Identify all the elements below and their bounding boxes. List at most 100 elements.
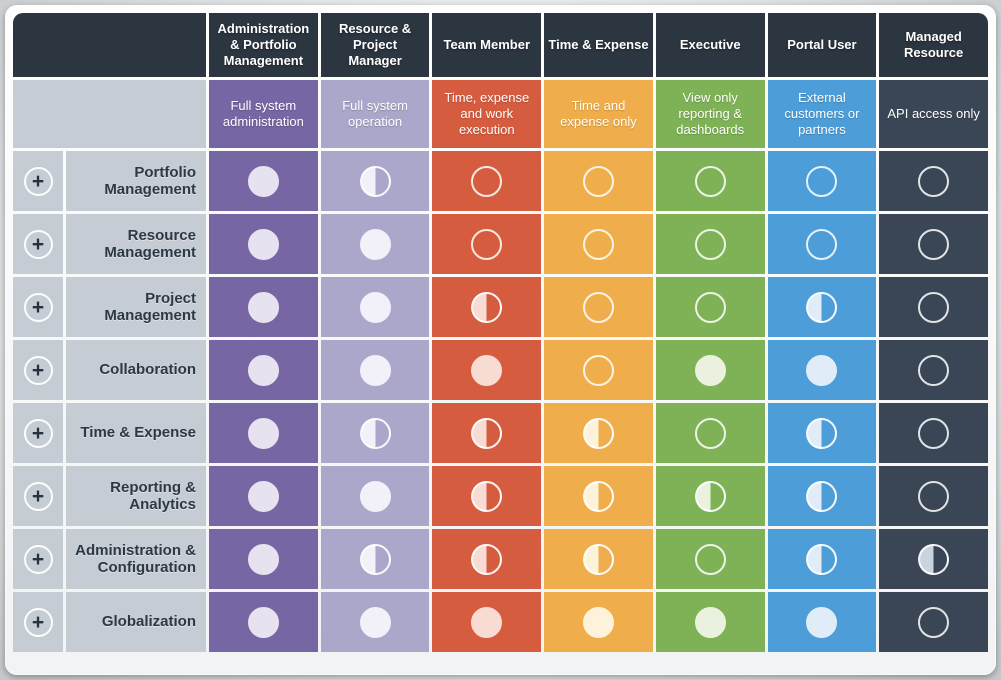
expand-row-button[interactable]: + xyxy=(23,544,53,574)
matrix-cell-admin-portfolio xyxy=(209,340,318,400)
column-header-portal-user: Portal User xyxy=(767,13,877,77)
row-label: Administration & Configuration xyxy=(66,529,206,589)
roles-feature-matrix: Administration & Portfolio Management Re… xyxy=(13,13,988,652)
column-header-label: Resource & Project Manager xyxy=(338,20,412,69)
column-header-label: Managed Resource xyxy=(904,28,964,60)
support-half-circle-icon xyxy=(471,543,503,575)
support-none-circle-icon xyxy=(694,543,726,575)
matrix-cell-portal-user xyxy=(767,277,877,337)
support-half-circle-icon xyxy=(918,543,950,575)
expand-row-cell: + xyxy=(13,592,63,652)
expand-row-button[interactable]: + xyxy=(23,481,53,511)
matrix-cell-time-expense xyxy=(544,466,653,526)
support-none-circle-icon xyxy=(806,228,838,260)
row-label: Portfolio Management xyxy=(66,151,206,211)
matrix-cell-admin-portfolio xyxy=(209,403,318,463)
matrix-cell-managed-resource xyxy=(879,592,988,652)
matrix-cell-time-expense xyxy=(544,403,653,463)
matrix-card: Administration & Portfolio Management Re… xyxy=(5,5,996,675)
support-none-circle-icon xyxy=(582,165,614,197)
expand-row-button[interactable]: + xyxy=(23,418,53,448)
support-full-circle-icon xyxy=(247,480,279,512)
support-full-circle-icon xyxy=(582,606,614,638)
matrix-cell-time-expense xyxy=(544,214,653,274)
matrix-cell-portal-user xyxy=(767,340,877,400)
row-label: Globalization xyxy=(66,592,206,652)
expand-row-button[interactable]: + xyxy=(23,166,53,196)
support-full-circle-icon xyxy=(806,354,838,386)
column-description-admin-portfolio: Full system administration xyxy=(209,80,318,148)
matrix-cell-team-member xyxy=(432,277,542,337)
matrix-cell-team-member xyxy=(432,151,542,211)
support-half-circle-icon xyxy=(806,543,838,575)
column-description-executive: View only reporting & dashboards xyxy=(655,80,765,148)
expand-row-cell: + xyxy=(13,466,63,526)
matrix-cell-executive xyxy=(655,529,765,589)
support-none-circle-icon xyxy=(918,228,950,260)
support-half-circle-icon xyxy=(582,543,614,575)
support-half-circle-icon xyxy=(694,480,726,512)
support-none-circle-icon xyxy=(918,354,950,386)
matrix-cell-team-member xyxy=(432,529,542,589)
expand-row-button[interactable]: + xyxy=(23,607,53,637)
matrix-cell-portal-user xyxy=(767,151,877,211)
matrix-cell-team-member xyxy=(432,214,542,274)
support-half-circle-icon xyxy=(359,543,391,575)
matrix-cell-time-expense xyxy=(544,529,653,589)
matrix-cell-admin-portfolio xyxy=(209,592,318,652)
support-full-circle-icon xyxy=(359,354,391,386)
column-header-time-expense: Time & Expense xyxy=(544,13,653,77)
column-header-label: Portal User xyxy=(787,36,857,52)
support-half-circle-icon xyxy=(471,291,503,323)
matrix-cell-managed-resource xyxy=(879,340,988,400)
matrix-cell-executive xyxy=(655,151,765,211)
matrix-cell-admin-portfolio xyxy=(209,529,318,589)
support-none-circle-icon xyxy=(918,291,950,323)
matrix-cell-portal-user xyxy=(767,529,877,589)
support-full-circle-icon xyxy=(359,480,391,512)
support-half-circle-icon xyxy=(582,480,614,512)
row-label: Time & Expense xyxy=(66,403,206,463)
expand-row-button[interactable]: + xyxy=(23,229,53,259)
matrix-cell-time-expense xyxy=(544,340,653,400)
matrix-cell-portal-user xyxy=(767,403,877,463)
support-full-circle-icon xyxy=(247,543,279,575)
matrix-cell-executive xyxy=(655,214,765,274)
matrix-cell-time-expense xyxy=(544,592,653,652)
matrix-cell-team-member xyxy=(432,592,542,652)
matrix-cell-resource-project xyxy=(320,277,430,337)
matrix-cell-resource-project xyxy=(320,403,430,463)
expand-row-button[interactable]: + xyxy=(23,355,53,385)
column-description-resource-project: Full system operation xyxy=(320,80,430,148)
matrix-cell-admin-portfolio xyxy=(209,466,318,526)
matrix-cell-time-expense xyxy=(544,277,653,337)
expand-row-button[interactable]: + xyxy=(23,292,53,322)
row-label: Project Management xyxy=(66,277,206,337)
row-label: Reporting & Analytics xyxy=(66,466,206,526)
matrix-cell-executive xyxy=(655,277,765,337)
matrix-cell-admin-portfolio xyxy=(209,151,318,211)
column-header-label: Team Member xyxy=(443,36,531,52)
column-header-label: Time & Expense xyxy=(548,36,649,52)
matrix-cell-admin-portfolio xyxy=(209,214,318,274)
support-full-circle-icon xyxy=(694,606,726,638)
corner-header-cell xyxy=(13,13,206,77)
support-full-circle-icon xyxy=(247,354,279,386)
support-half-circle-icon xyxy=(582,417,614,449)
support-full-circle-icon xyxy=(359,606,391,638)
matrix-cell-portal-user xyxy=(767,466,877,526)
matrix-cell-team-member xyxy=(432,466,542,526)
column-header-admin-portfolio: Administration & Portfolio Management xyxy=(209,13,318,77)
support-full-circle-icon xyxy=(247,228,279,260)
column-header-label: Administration & Portfolio Management xyxy=(217,20,310,69)
column-header-executive: Executive xyxy=(655,13,765,77)
support-half-circle-icon xyxy=(471,480,503,512)
row-label: Collaboration xyxy=(66,340,206,400)
column-description-team-member: Time, expense and work execution xyxy=(432,80,542,148)
support-half-circle-icon xyxy=(806,480,838,512)
support-full-circle-icon xyxy=(247,417,279,449)
support-full-circle-icon xyxy=(359,291,391,323)
expand-row-cell: + xyxy=(13,340,63,400)
expand-row-cell: + xyxy=(13,403,63,463)
support-half-circle-icon xyxy=(359,165,391,197)
